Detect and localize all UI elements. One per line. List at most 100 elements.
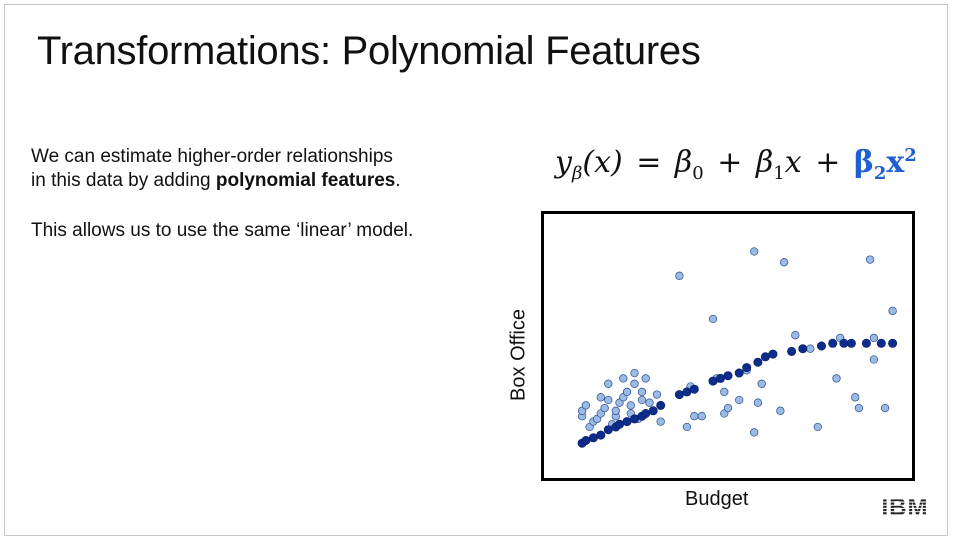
formula-beta1: β	[755, 145, 774, 180]
data-point	[888, 306, 897, 316]
data-point	[682, 422, 692, 432]
data-point	[619, 374, 628, 383]
data-point	[791, 331, 800, 340]
data-point	[854, 403, 864, 413]
ibm-logo-text: IBM	[882, 494, 929, 519]
paragraph-2: This allows us to use the same ‘linear’ …	[31, 220, 414, 241]
fitted-point	[734, 368, 744, 378]
data-point	[690, 412, 699, 421]
data-point	[652, 390, 662, 399]
formula-beta0-sub: 0	[692, 163, 704, 184]
x-axis-label: Budget	[685, 488, 749, 510]
fitted-point	[708, 376, 718, 386]
data-point	[637, 387, 647, 397]
data-point	[637, 395, 647, 405]
fitted-point	[641, 409, 651, 419]
formula-x2: x	[886, 145, 905, 180]
data-point	[604, 379, 613, 388]
slide-title: Transformations: Polynomial Features	[37, 29, 701, 73]
data-point	[630, 368, 639, 378]
data-point	[596, 393, 605, 402]
slide: Transformations: Polynomial Features We …	[4, 4, 948, 536]
data-point	[626, 401, 635, 410]
fitted-point	[828, 338, 838, 348]
data-point	[630, 379, 639, 388]
data-point	[600, 403, 609, 413]
fitted-point	[622, 417, 632, 427]
fitted-point	[689, 384, 699, 394]
fitted-point	[596, 430, 606, 440]
data-point	[622, 387, 632, 397]
fitted-point	[846, 338, 856, 348]
data-point	[851, 393, 860, 402]
fitted-point	[861, 338, 871, 348]
data-point	[880, 403, 890, 413]
data-point	[611, 406, 620, 415]
data-point	[641, 374, 650, 383]
fitted-point	[656, 400, 666, 410]
data-point	[656, 417, 665, 426]
paragraph-1: We can estimate higher-order relationshi…	[31, 145, 471, 193]
data-point	[779, 258, 789, 267]
fitted-point	[816, 341, 826, 351]
formula-y: y	[555, 145, 572, 180]
fitted-point	[723, 371, 733, 381]
fitted-point	[787, 346, 797, 356]
formula-beta1-sub: 1	[773, 163, 785, 184]
formula-beta2-sub: 2	[873, 163, 887, 184]
paragraph-1-period: .	[395, 170, 401, 191]
formula-arg: (x)	[582, 145, 623, 180]
formula-x1: x	[784, 145, 802, 180]
fitted-point	[760, 352, 770, 362]
data-point	[869, 355, 879, 364]
data-point	[581, 401, 591, 410]
fitted-point	[876, 338, 886, 348]
data-point	[865, 255, 875, 264]
formula-plus-1: +	[717, 145, 743, 180]
scatter-plot	[541, 211, 915, 481]
fitted-point	[798, 344, 808, 354]
formula-quadratic-term: β2x2	[853, 145, 917, 184]
fitted-point	[768, 349, 778, 359]
fitted-point	[648, 406, 658, 416]
data-point	[723, 403, 733, 413]
data-point	[813, 422, 822, 432]
paragraph-1-line-1: We can estimate higher-order relationshi…	[31, 146, 393, 167]
plot-frame	[541, 211, 915, 481]
data-point	[735, 395, 744, 405]
data-point	[869, 333, 879, 343]
data-point	[675, 271, 684, 280]
formula-beta2: β	[853, 145, 874, 180]
fitted-point	[839, 338, 849, 348]
paragraph-1-text: in this data by adding	[31, 170, 216, 191]
fitted-point	[888, 338, 898, 348]
formula-y-sub: β	[571, 163, 583, 184]
fitted-point	[742, 363, 752, 373]
fitted-point	[615, 419, 625, 429]
data-point	[697, 412, 706, 421]
y-axis-label: Box Office	[507, 309, 530, 401]
fitted-point	[753, 357, 763, 367]
paragraph-1-line-2: in this data by adding polynomial featur…	[31, 169, 471, 193]
data-point	[753, 398, 763, 407]
ibm-logo: IBM	[882, 494, 929, 519]
data-point	[645, 398, 654, 407]
paragraph-1-bold: polynomial features	[215, 170, 396, 191]
data-point	[806, 344, 815, 353]
model-formula: yβ(x) = β0 + β1x + β2x2	[555, 145, 917, 184]
fitted-point	[674, 390, 684, 400]
data-point	[776, 406, 785, 415]
data-point	[832, 374, 841, 383]
formula-plus-2: +	[815, 145, 841, 180]
fitted-point	[581, 436, 591, 446]
fitted-point	[603, 425, 613, 435]
data-point	[757, 379, 766, 388]
data-point	[750, 247, 759, 256]
data-point	[708, 314, 718, 324]
fitted-point	[716, 373, 726, 383]
data-point	[750, 428, 759, 437]
data-point	[604, 395, 613, 405]
data-point	[720, 387, 729, 397]
formula-beta0: β	[674, 145, 693, 180]
formula-equals: =	[636, 145, 662, 180]
